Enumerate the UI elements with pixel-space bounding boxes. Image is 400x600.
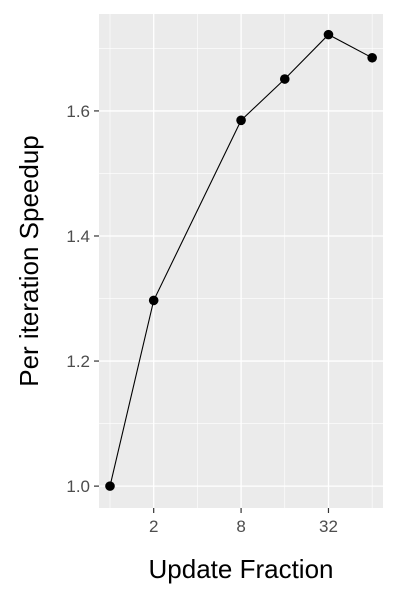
grid-major	[99, 14, 383, 508]
y-axis-title: Per iteration Speedup	[14, 135, 44, 387]
x-axis-ticks: 2 8 32	[149, 508, 338, 536]
data-point	[148, 295, 159, 306]
y-tick-label: 1.6	[66, 102, 90, 121]
y-tick-label: 1.0	[66, 477, 90, 496]
data-point	[279, 74, 290, 84]
y-tick-label: 1.2	[66, 352, 90, 371]
y-tick-label: 1.4	[66, 227, 90, 246]
data-point	[367, 52, 377, 63]
series-layer	[105, 29, 377, 491]
x-tick-label: 8	[236, 517, 245, 536]
x-tick-label: 2	[149, 517, 158, 536]
y-axis-ticks: 1.0 1.2 1.4 1.6	[66, 102, 99, 496]
data-point	[105, 481, 115, 491]
x-tick-label: 32	[319, 517, 338, 536]
data-point	[323, 29, 334, 40]
data-point	[236, 115, 246, 126]
series-line	[109, 33, 373, 487]
x-axis-title: Update Fraction	[149, 554, 334, 584]
